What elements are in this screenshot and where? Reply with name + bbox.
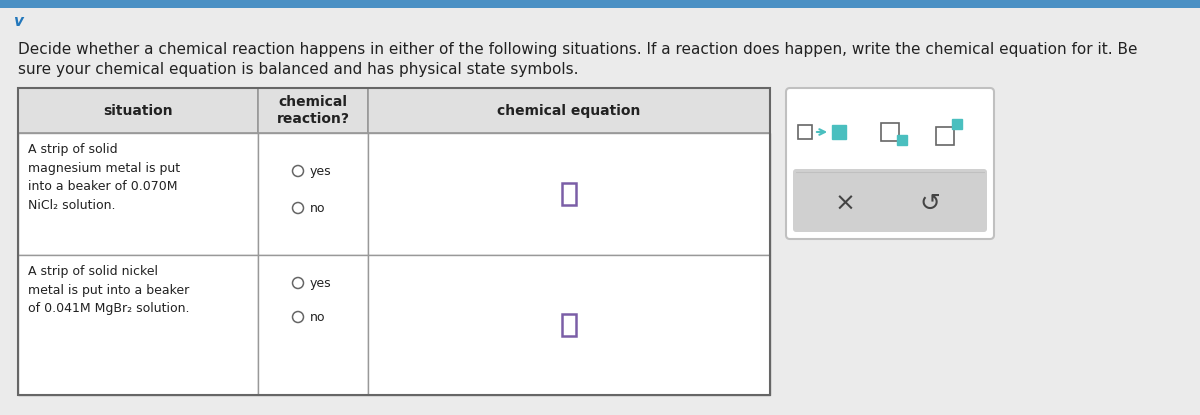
- Bar: [952, 119, 962, 129]
- Bar: [368, 133, 770, 255]
- Bar: [258, 133, 368, 255]
- Text: chemical
reaction?: chemical reaction?: [276, 95, 349, 126]
- FancyBboxPatch shape: [786, 88, 994, 239]
- Text: yes: yes: [310, 164, 331, 178]
- Circle shape: [293, 312, 304, 322]
- Circle shape: [293, 166, 304, 176]
- Bar: [258, 88, 368, 133]
- Text: A strip of solid nickel
metal is put into a beaker
of 0.041Μ MgBr₂ solution.: A strip of solid nickel metal is put int…: [28, 265, 190, 315]
- Text: sure your chemical equation is balanced and has physical state symbols.: sure your chemical equation is balanced …: [18, 62, 578, 77]
- Bar: [368, 88, 770, 133]
- Text: v: v: [13, 15, 23, 29]
- Circle shape: [293, 203, 304, 213]
- Text: Decide whether a chemical reaction happens in either of the following situations: Decide whether a chemical reaction happe…: [18, 42, 1138, 57]
- Bar: [18, 88, 258, 133]
- Bar: [562, 314, 576, 336]
- Text: ×: ×: [834, 191, 856, 215]
- Bar: [936, 127, 954, 145]
- Text: ↺: ↺: [919, 191, 941, 215]
- Bar: [0, 0, 1200, 8]
- Circle shape: [293, 278, 304, 288]
- Bar: [832, 125, 846, 139]
- Text: chemical equation: chemical equation: [497, 103, 641, 117]
- Bar: [18, 88, 770, 395]
- Text: no: no: [310, 310, 325, 324]
- Text: yes: yes: [310, 276, 331, 290]
- Bar: [18, 255, 258, 395]
- Bar: [258, 255, 368, 395]
- Text: no: no: [310, 202, 325, 215]
- Text: situation: situation: [103, 103, 173, 117]
- Bar: [368, 255, 770, 395]
- Bar: [562, 183, 576, 205]
- Bar: [18, 133, 258, 255]
- Bar: [798, 125, 812, 139]
- Bar: [898, 135, 907, 145]
- Text: A strip of solid
magnesium metal is put
into a beaker of 0.070Μ
NiCl₂ solution.: A strip of solid magnesium metal is put …: [28, 143, 180, 212]
- FancyBboxPatch shape: [793, 169, 986, 232]
- Bar: [881, 123, 899, 141]
